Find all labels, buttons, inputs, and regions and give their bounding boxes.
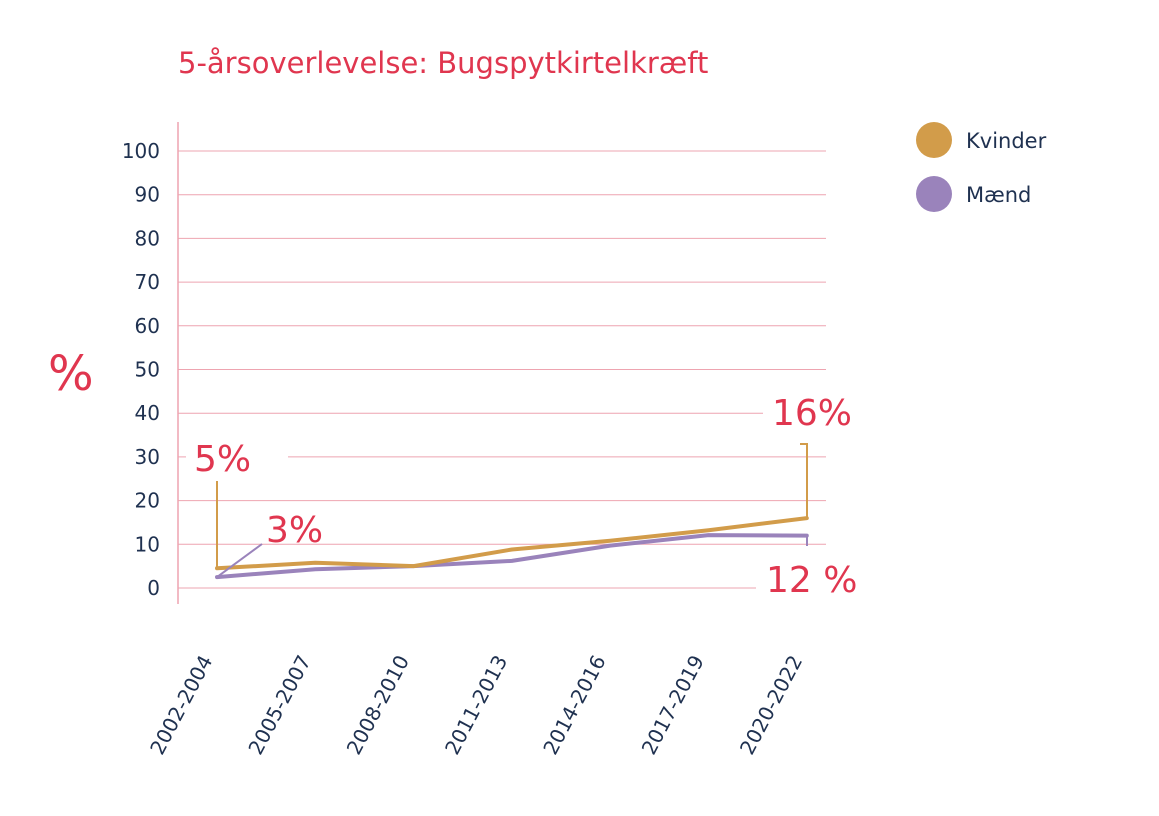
callouts: 5% 3% 16% 12 % — [194, 393, 857, 601]
legend-swatch-kvinder — [916, 122, 952, 158]
legend-label: Kvinder — [966, 129, 1047, 153]
callout-label: 16% — [772, 393, 852, 434]
y-tick-label: 0 — [147, 576, 160, 600]
leader-line — [800, 443, 808, 519]
series-line-kvinder — [215, 516, 809, 571]
y-tick-label: 30 — [135, 445, 160, 469]
x-tick-label: 2017-2019 — [637, 651, 709, 759]
x-axis-ticks: 2002-2004 2005-2007 2008-2010 2011-2013 2014… — [145, 651, 807, 759]
x-tick-label: 2011-2013 — [440, 651, 512, 759]
y-tick-label: 10 — [135, 532, 160, 556]
y-tick-label: 90 — [135, 183, 160, 207]
legend-label: Mænd — [966, 183, 1031, 207]
series-layer — [215, 516, 809, 580]
leader-line — [216, 543, 263, 578]
callout-label: 3% — [266, 510, 323, 551]
x-tick-label: 2020-2022 — [735, 651, 807, 759]
y-axis-label: % — [48, 346, 94, 402]
legend: Kvinder Mænd — [916, 122, 1047, 212]
y-tick-label: 40 — [135, 401, 160, 425]
series-line-maend — [215, 533, 809, 580]
chart-title: 5-årsoverlevelse: Bugspytkirtelkræft — [178, 46, 708, 80]
y-axis-ticks: 0 10 20 30 40 50 60 70 80 90 100 — [122, 139, 160, 600]
x-tick-label: 2014-2016 — [538, 651, 610, 759]
y-tick-label: 70 — [135, 270, 160, 294]
callout-label: 12 % — [766, 560, 857, 601]
callout-label: 5% — [194, 439, 251, 480]
grid-lines — [178, 150, 826, 589]
y-tick-label: 50 — [135, 358, 160, 382]
y-tick-label: 60 — [135, 314, 160, 338]
x-tick-label: 2008-2010 — [342, 651, 414, 759]
legend-swatch-maend — [916, 176, 952, 212]
y-tick-label: 100 — [122, 139, 160, 163]
x-tick-label: 2005-2007 — [243, 651, 315, 759]
y-tick-label: 20 — [135, 489, 160, 513]
x-tick-label: 2002-2004 — [145, 651, 217, 759]
y-tick-label: 80 — [135, 226, 160, 250]
